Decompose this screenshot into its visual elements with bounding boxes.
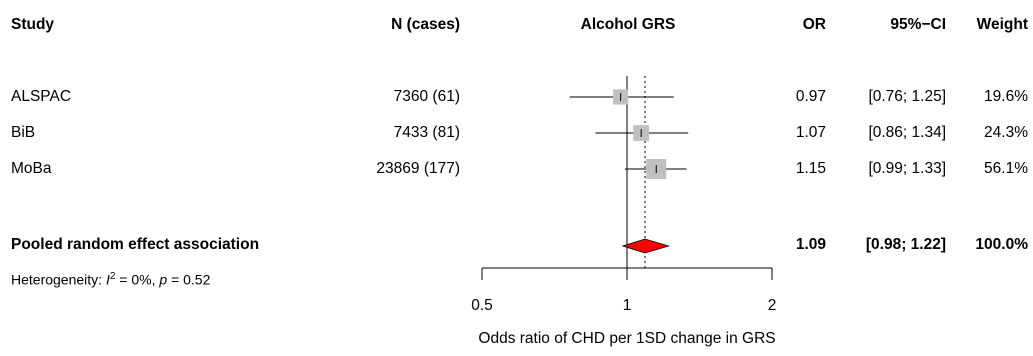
column-header-ci: 95%−CI: [890, 16, 946, 33]
pooled-weight: 100.0%: [975, 236, 1028, 253]
x-axis-label: Odds ratio of CHD per 1SD change in GRS: [478, 330, 776, 347]
heterogeneity-superscript: 2: [109, 271, 116, 282]
study-n-cases: 23869 (177): [376, 160, 460, 177]
column-header-weight: Weight: [976, 16, 1028, 33]
study-or: 1.07: [795, 124, 826, 141]
study-ci: [0.86; 1.34]: [868, 124, 946, 141]
column-header-study: Study: [11, 16, 55, 33]
x-axis-tick-label: 2: [768, 297, 777, 314]
x-axis-tick-label: 1: [623, 297, 632, 314]
column-header-exposure: Alcohol GRS: [580, 16, 676, 33]
study-name: ALSPAC: [11, 88, 72, 105]
heterogeneity-i-symbol: I: [105, 271, 110, 288]
heterogeneity-prefix: Heterogeneity:: [11, 271, 106, 288]
study-name: BiB: [11, 124, 36, 141]
study-weight: 19.6%: [984, 88, 1028, 105]
heterogeneity-i2: = 0%,: [115, 271, 160, 288]
study-weight: 56.1%: [984, 160, 1028, 177]
study-n-cases: 7433 (81): [393, 124, 460, 141]
study-or: 0.97: [795, 88, 826, 105]
study-name: MoBa: [11, 160, 52, 177]
pooled-ci: [0.98; 1.22]: [865, 236, 946, 253]
x-axis-tick-label: 0.5: [471, 297, 493, 314]
study-weight: 24.3%: [984, 124, 1028, 141]
column-header-n: N (cases): [391, 16, 460, 33]
heterogeneity-p-value: = 0.52: [167, 271, 211, 288]
column-header-or: OR: [802, 16, 826, 33]
study-n-cases: 7360 (61): [393, 88, 460, 105]
pooled-or: 1.09: [795, 236, 826, 253]
pooled-diamond: [621, 238, 671, 254]
pooled-label: Pooled random effect association: [11, 236, 260, 253]
heterogeneity-p-symbol: p: [159, 271, 168, 288]
heterogeneity-text: Heterogeneity: I2 = 0%, p = 0.52: [11, 268, 210, 289]
study-or: 1.15: [795, 160, 826, 177]
study-ci: [0.99; 1.33]: [868, 160, 946, 177]
study-ci: [0.76; 1.25]: [868, 88, 946, 105]
